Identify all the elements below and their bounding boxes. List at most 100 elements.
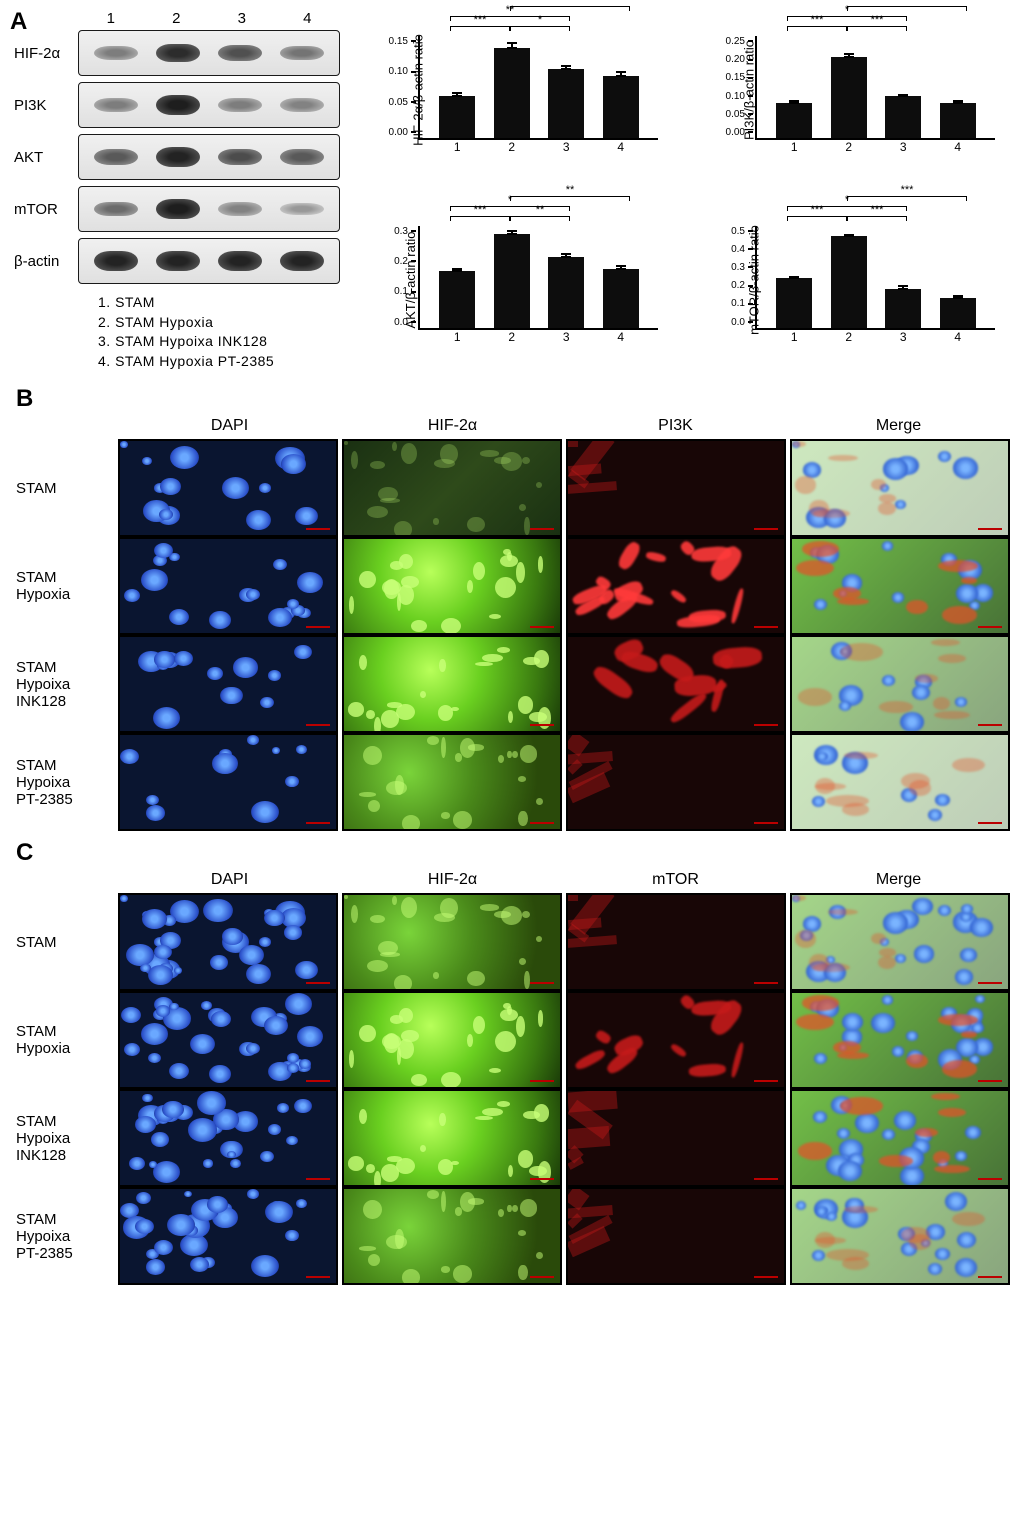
red-channel-cell — [566, 439, 786, 537]
y-tick: 0.25 — [717, 36, 753, 47]
lane-number: 2 — [144, 10, 210, 27]
y-tick: 0.10 — [717, 91, 753, 102]
lane-number: 4 — [275, 10, 341, 27]
red-channel-cell — [566, 991, 786, 1089]
wb-band — [94, 251, 138, 270]
bar-chart: mTOR/β-actin ratio0.50.40.30.20.10.0****… — [697, 200, 1010, 360]
bar — [831, 57, 867, 138]
error-bar — [456, 269, 458, 271]
merge-cell — [790, 635, 1010, 733]
red-channel-cell — [566, 1089, 786, 1187]
red-channel-cell — [566, 733, 786, 831]
wb-band — [218, 98, 262, 111]
panel-b-row: STAM — [10, 439, 1010, 537]
x-tick: 3 — [900, 140, 907, 154]
bar — [776, 103, 812, 138]
x-tick: 3 — [563, 330, 570, 344]
wb-lane — [78, 82, 340, 128]
panel-b-col-header: Merge — [787, 417, 1010, 439]
bars-group — [757, 36, 995, 138]
hif2a-cell — [342, 537, 562, 635]
hif2a-cell — [342, 1187, 562, 1285]
x-tick: 3 — [900, 330, 907, 344]
wb-row: mTOR — [10, 183, 340, 235]
panel-c-cells — [118, 1187, 1010, 1285]
significance-bracket: *** — [847, 196, 967, 200]
wb-lane — [78, 238, 340, 284]
panel-b-row-label: STAM — [10, 439, 118, 537]
bar — [494, 234, 530, 328]
x-tick: 1 — [791, 330, 798, 344]
wb-band — [156, 251, 200, 270]
dapi-cell — [118, 635, 338, 733]
significance-bracket: ** — [510, 196, 630, 200]
significance-bracket: * — [510, 6, 630, 10]
dapi-cell — [118, 439, 338, 537]
x-tick: 2 — [845, 140, 852, 154]
error-bar — [565, 254, 567, 257]
significance-bracket: ** — [450, 16, 570, 20]
error-bar — [848, 54, 850, 56]
panel-c-col-header: Merge — [787, 871, 1010, 893]
panel-b-cells — [118, 537, 1010, 635]
error-bar — [456, 93, 458, 96]
panel-b-col-header: HIF-2α — [341, 417, 564, 439]
y-tick: 0.0 — [717, 317, 753, 328]
panel-c-cells — [118, 893, 1010, 991]
hif2a-cell — [342, 991, 562, 1089]
wb-band — [280, 203, 324, 215]
hif2a-cell — [342, 1089, 562, 1187]
panel-c-row-label: STAMHypoixaPT-2385 — [10, 1187, 118, 1285]
significance-bracket: *** — [450, 216, 510, 220]
panel-a-label: A — [10, 8, 27, 36]
x-tick: 4 — [954, 140, 961, 154]
x-tick: 4 — [617, 330, 624, 344]
error-bar — [511, 231, 513, 234]
y-tick: 0.15 — [380, 36, 416, 47]
merge-cell — [790, 1187, 1010, 1285]
bar — [885, 96, 921, 138]
merge-cell — [790, 537, 1010, 635]
significance-bars: ******** — [420, 202, 658, 226]
bar — [548, 69, 584, 138]
wb-band — [156, 199, 200, 219]
panel-c-label: C — [10, 839, 1010, 867]
error-bar — [793, 101, 795, 102]
significance-bars: ********** — [757, 12, 995, 36]
bar — [776, 278, 812, 328]
red-channel-cell — [566, 537, 786, 635]
wb-row: HIF-2α — [10, 27, 340, 79]
western-blot-legend: 1. STAM2. STAM Hypoxia3. STAM Hypoixa IN… — [98, 293, 340, 371]
y-tick: 0.4 — [717, 244, 753, 255]
x-tick: 3 — [563, 140, 570, 154]
panel-c-cells — [118, 1089, 1010, 1187]
panel-c-row: STAMHypoixaPT-2385 — [10, 1187, 1010, 1285]
wb-row-label: β-actin — [10, 253, 78, 270]
wb-band — [94, 149, 138, 165]
y-tick: 0.5 — [717, 226, 753, 237]
wb-row: PI3K — [10, 79, 340, 131]
merge-cell — [790, 991, 1010, 1089]
significance-bars: ********** — [757, 202, 995, 226]
x-tick: 2 — [508, 330, 515, 344]
error-bar — [620, 266, 622, 269]
y-tick: 0.3 — [717, 262, 753, 273]
panel-b-label: B — [10, 385, 1010, 413]
significance-bracket: *** — [450, 26, 510, 30]
wb-band — [280, 251, 324, 270]
bar-charts-grid: HIF-2α/β-actin ratio0.150.100.050.00****… — [360, 10, 1010, 371]
bar — [548, 257, 584, 328]
x-tick: 2 — [508, 140, 515, 154]
merge-cell — [790, 439, 1010, 537]
wb-band — [94, 202, 138, 217]
error-bar — [957, 296, 959, 297]
y-tick: 0.15 — [717, 72, 753, 83]
bar — [885, 289, 921, 327]
wb-band — [94, 46, 138, 59]
panel-c-cells — [118, 991, 1010, 1089]
plot-area: 0.150.100.050.00*******1234 — [418, 36, 658, 140]
panel-c-row: STAM — [10, 893, 1010, 991]
panel-c-col-header: HIF-2α — [341, 871, 564, 893]
panel-b-col-header: PI3K — [564, 417, 787, 439]
plot-area: 0.30.20.10.0********1234 — [418, 226, 658, 330]
